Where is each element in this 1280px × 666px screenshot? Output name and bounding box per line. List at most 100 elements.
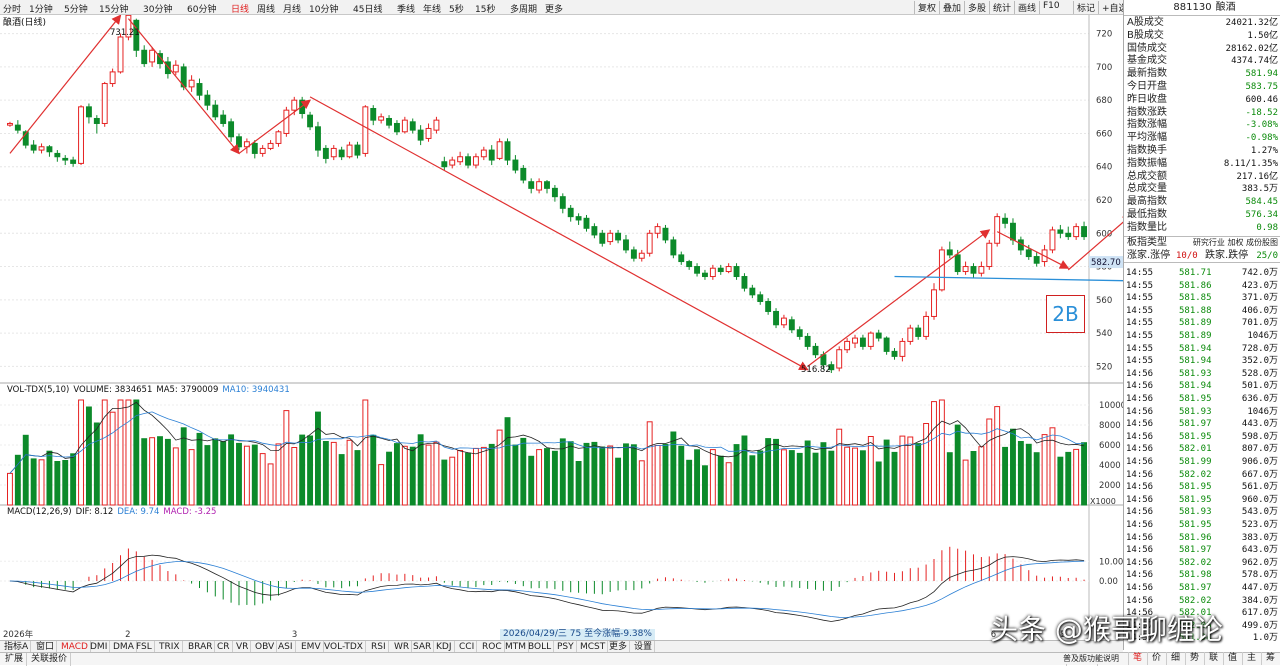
quote-label-11: 指数振幅: [1127, 157, 1167, 169]
indicator-tab-6[interactable]: TRIX: [157, 641, 183, 653]
period-tab-15[interactable]: 多周期: [510, 5, 538, 15]
main-chart[interactable]: 720700680660640620600580560540520582.701…: [0, 15, 1123, 640]
right-bottom-tab-4[interactable]: 联: [1204, 652, 1222, 665]
indicator-tab-8[interactable]: CR: [215, 641, 233, 653]
volume-bar-117: [931, 401, 937, 506]
toolbar-button-7[interactable]: +自选: [1098, 1, 1131, 14]
right-bottom-tab-2[interactable]: 细: [1166, 652, 1184, 665]
period-tab-3[interactable]: 15分钟: [99, 5, 129, 15]
period-tab-10[interactable]: 45日线: [353, 5, 383, 15]
indicator-tab-19[interactable]: ROC: [480, 641, 505, 653]
right-bottom-tab-0[interactable]: 笔: [1128, 652, 1146, 665]
indicator-tab-21[interactable]: BOLL: [526, 641, 555, 653]
right-bottom-tab-7[interactable]: 筹: [1261, 652, 1279, 665]
indicator-tab-12[interactable]: EMV: [299, 641, 324, 653]
indicator-tab-5[interactable]: FSL: [134, 641, 155, 653]
candle-body-8: [70, 159, 77, 164]
indicator-tab-3[interactable]: DMI: [88, 641, 111, 653]
period-tab-8[interactable]: 月线: [283, 5, 302, 15]
volume-bar-92: [733, 444, 740, 506]
tick-price-12: 581.97: [1179, 419, 1212, 430]
candle-48: [386, 115, 392, 129]
indicator-tab-14[interactable]: RSI: [369, 641, 389, 653]
indicator-tab-2[interactable]: MACD: [59, 641, 91, 653]
candle-116: [923, 311, 930, 340]
indicator-tab-22[interactable]: PSY: [555, 641, 577, 653]
period-tab-4[interactable]: 30分钟: [143, 5, 173, 15]
indicator-tab-4[interactable]: DMA: [111, 641, 137, 653]
candle-70: [559, 193, 566, 214]
quote-row-10: 指数换手 1.27%: [1124, 145, 1280, 158]
candle-body-135: [1073, 226, 1080, 238]
volume-bar-113: [899, 435, 906, 506]
toolbar-button-4[interactable]: 画线: [1014, 1, 1039, 14]
right-bottom-tab-6[interactable]: 主: [1242, 652, 1260, 665]
indicator-tab-15[interactable]: WR: [392, 641, 413, 653]
tick-vol-9: 501.0万: [1241, 381, 1278, 392]
period-tab-14[interactable]: 15秒: [475, 5, 496, 15]
toolbar-button-2[interactable]: 多股: [964, 1, 989, 14]
volume-bar-31: [251, 444, 258, 506]
right-bottom-tab-1[interactable]: 价: [1147, 652, 1165, 665]
period-tab-11[interactable]: 季线: [397, 5, 416, 15]
period-tab-16[interactable]: 更多: [545, 5, 564, 15]
indicator-tab-16[interactable]: SAR: [411, 641, 435, 653]
period-tab-0[interactable]: 分时: [3, 5, 22, 15]
indicator-tab-7[interactable]: BRAR: [186, 641, 216, 653]
toolbar-button-6[interactable]: 标记: [1073, 1, 1098, 14]
indicator-tab-17[interactable]: KDJ: [434, 641, 455, 653]
period-tab-1[interactable]: 1分钟: [29, 5, 53, 15]
period-tab-13[interactable]: 5秒: [449, 5, 464, 15]
candle-body-91: [725, 266, 732, 273]
toolbar-button-3[interactable]: 统计: [989, 1, 1014, 14]
indicator-tab-13[interactable]: VOL-TDX: [322, 641, 366, 653]
toolbar-button-0[interactable]: 复权: [914, 1, 939, 14]
bottom-extra-1[interactable]: 关联报价: [28, 653, 72, 666]
indicator-tab-1[interactable]: 窗口: [34, 641, 58, 653]
period-tab-6[interactable]: 日线: [231, 5, 250, 15]
candle-body-9: [78, 106, 84, 164]
candle-body-66: [528, 181, 535, 189]
period-tab-12[interactable]: 年线: [423, 5, 442, 15]
indicator-tab-10[interactable]: OBV: [253, 641, 278, 653]
right-bottom-tab-3[interactable]: 势: [1185, 652, 1203, 665]
indicator-tab-11[interactable]: ASI: [276, 641, 296, 653]
tick-vol-13: 598.0万: [1241, 431, 1278, 442]
candle-24: [196, 78, 203, 101]
toolbar-button-5[interactable]: F10: [1039, 1, 1063, 14]
indicator-tab-20[interactable]: MTM: [503, 641, 530, 653]
indicator-tab-0[interactable]: 指标A: [2, 641, 32, 653]
volume-bar-84: [670, 431, 677, 506]
candle-body-85: [678, 254, 685, 263]
quote-value-14: 584.45: [1245, 197, 1278, 208]
indicator-tab-23[interactable]: MCST: [578, 641, 609, 653]
candle-62: [496, 138, 503, 161]
indicator-tab-9[interactable]: VR: [234, 641, 252, 653]
volume-bar-35: [283, 410, 290, 506]
right-bottom-tab-5[interactable]: 值: [1223, 652, 1241, 665]
tick-vol-17: 561.0万: [1241, 482, 1278, 493]
period-tab-7[interactable]: 周线: [257, 5, 276, 15]
period-tab-2[interactable]: 5分钟: [64, 5, 88, 15]
board-type-value[interactable]: 研究行业 加权 成份股图: [1192, 238, 1278, 247]
tick-price-13: 581.95: [1179, 431, 1212, 442]
candle-42: [338, 146, 345, 161]
toolbar-button-1[interactable]: 叠加: [939, 1, 964, 14]
tick-row-11: 14:56 581.93 1046万: [1124, 406, 1280, 419]
indicator-tab-25[interactable]: 设置: [632, 641, 656, 653]
volume-bar-27: [220, 441, 227, 506]
volume-bar-14: [117, 399, 124, 506]
bottom-extra-0[interactable]: 扩展: [2, 653, 28, 666]
candle-58: [465, 153, 471, 169]
candle-74: [591, 223, 598, 239]
period-tab-5[interactable]: 60分钟: [187, 5, 217, 15]
indicator-tab-18[interactable]: CCI: [457, 641, 478, 653]
quote-label-6: 昨日收盘: [1127, 93, 1167, 105]
period-tab-9[interactable]: 10分钟: [309, 5, 339, 15]
tick-time-23: 14:56: [1126, 557, 1154, 568]
volume-bar-99: [788, 450, 795, 506]
quote-label-7: 指数涨跌: [1127, 106, 1167, 118]
candle-body-28: [228, 121, 235, 138]
indicator-tab-24[interactable]: 更多: [607, 641, 631, 653]
candle-body-67: [536, 181, 543, 191]
